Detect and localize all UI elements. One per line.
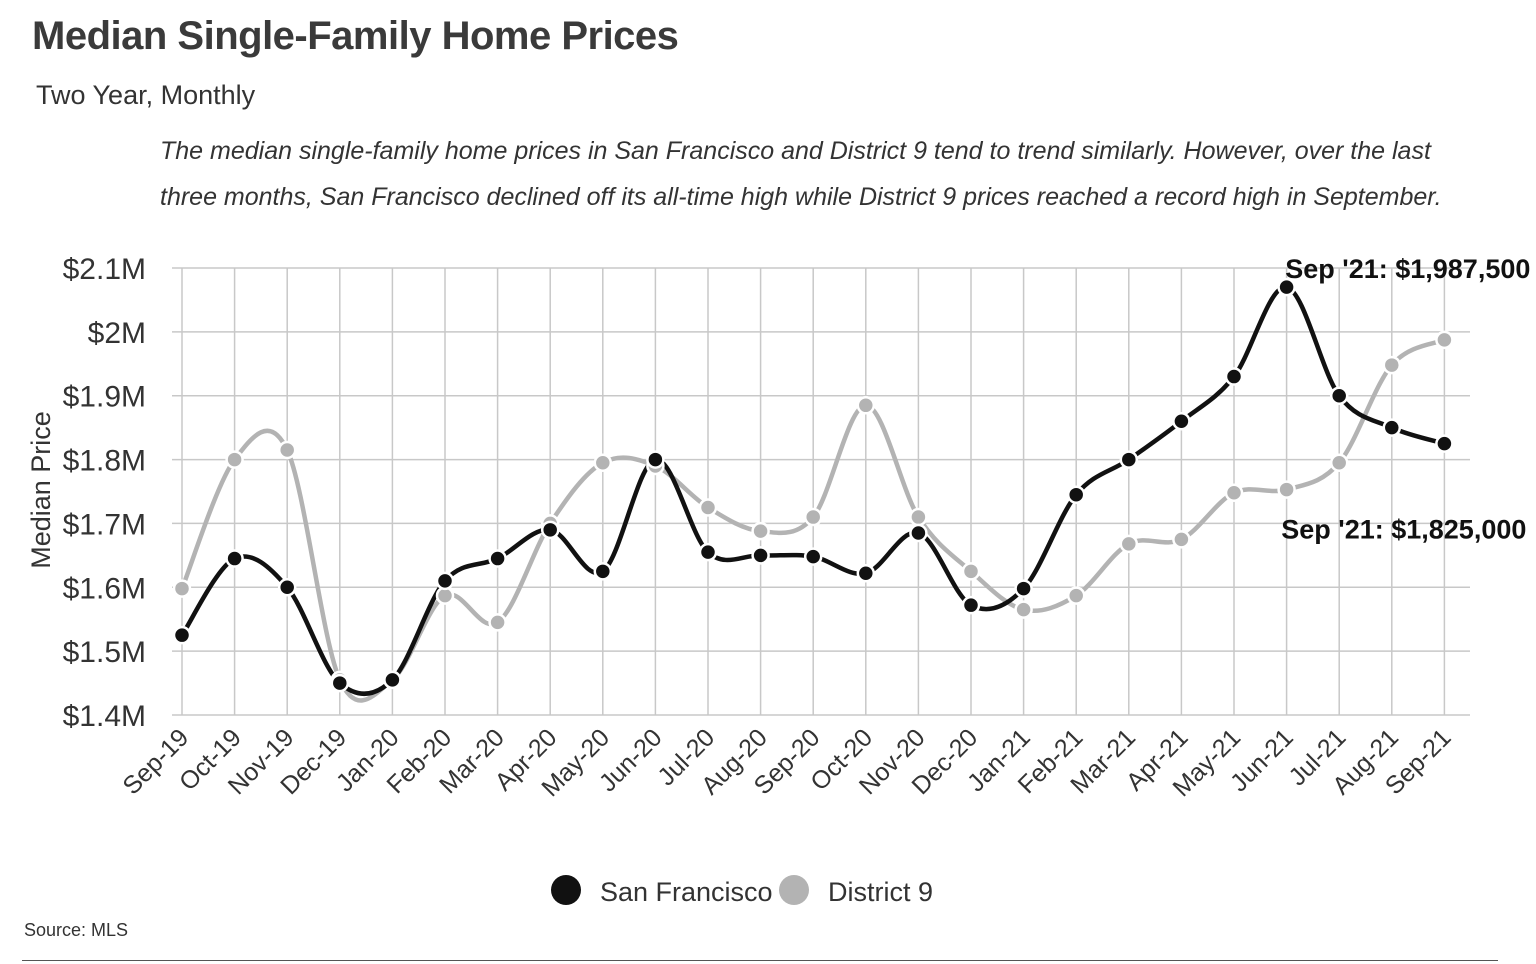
- data-point-district-9: [488, 613, 507, 632]
- data-point-district-9: [1119, 534, 1139, 554]
- x-tick-label: Sep-19: [117, 723, 194, 800]
- data-point-san-francisco: [1119, 450, 1139, 469]
- data-point-district-9: [1277, 480, 1296, 499]
- data-point-san-francisco: [751, 546, 770, 565]
- data-point-san-francisco: [698, 542, 718, 562]
- chart-description: The median single-family home prices in …: [160, 128, 1450, 220]
- y-tick-label: $1.7M: [63, 508, 146, 541]
- data-point-district-9: [1224, 483, 1244, 503]
- data-point-district-9: [856, 396, 876, 415]
- legend-label-san-francisco: San Francisco: [600, 877, 773, 907]
- chart-subtitle: Two Year, Monthly: [36, 80, 256, 110]
- legend-marker-district-9: [779, 875, 809, 905]
- data-point-san-francisco: [435, 571, 455, 591]
- y-tick-label: $1.5M: [63, 636, 146, 669]
- data-point-district-9: [593, 453, 613, 473]
- description-line-2: three months, San Francisco declined off…: [160, 183, 1442, 211]
- data-point-district-9: [803, 507, 823, 527]
- x-axis: Sep-19Oct-19Nov-19Dec-19Jan-20Feb-20Mar-…: [117, 723, 1456, 802]
- data-point-san-francisco: [540, 520, 560, 540]
- data-point-district-9: [225, 450, 244, 469]
- data-point-san-francisco: [277, 578, 297, 597]
- series-points: [172, 277, 1454, 693]
- legend-marker-san-francisco: [551, 875, 581, 905]
- chart-title: Median Single-Family Home Prices: [32, 14, 679, 58]
- data-point-district-9: [277, 440, 297, 460]
- legend-label-district-9: District 9: [828, 877, 933, 907]
- data-point-san-francisco: [1066, 485, 1086, 504]
- data-point-san-francisco: [1277, 277, 1296, 297]
- data-point-district-9: [1014, 600, 1033, 619]
- annotation-san-francisco: Sep '21: $1,825,000: [1281, 515, 1526, 545]
- data-point-district-9: [1382, 355, 1402, 375]
- data-point-san-francisco: [1224, 367, 1244, 386]
- data-point-san-francisco: [383, 670, 402, 690]
- data-point-san-francisco: [1382, 418, 1402, 437]
- y-tick-label: $1.8M: [63, 445, 146, 478]
- legend: San Francisco District 9: [551, 875, 933, 907]
- data-point-district-9: [909, 507, 928, 527]
- data-point-san-francisco: [593, 562, 613, 581]
- source-note: Source: MLS: [24, 920, 129, 940]
- y-tick-label: $2M: [88, 317, 146, 350]
- data-point-san-francisco: [803, 547, 823, 566]
- y-axis: $1.4M $1.5M $1.6M $1.7M $1.8M $1.9M $2M $2.1M: [63, 253, 146, 733]
- data-point-district-9: [1329, 453, 1349, 473]
- data-point-san-francisco: [1172, 412, 1191, 431]
- y-axis-label: Median Price: [26, 411, 56, 569]
- data-point-district-9: [698, 498, 718, 517]
- data-point-san-francisco: [172, 625, 192, 645]
- data-point-district-9: [172, 579, 192, 598]
- data-point-san-francisco: [330, 673, 350, 693]
- data-point-san-francisco: [909, 523, 928, 543]
- data-point-district-9: [961, 562, 981, 581]
- annotation-district-9: Sep '21: $1,987,500: [1285, 254, 1530, 284]
- data-point-san-francisco: [1014, 579, 1033, 598]
- data-point-san-francisco: [961, 595, 981, 615]
- data-point-san-francisco: [488, 549, 507, 568]
- data-point-district-9: [751, 521, 770, 541]
- data-point-san-francisco: [1329, 386, 1349, 405]
- data-point-district-9: [1435, 330, 1454, 350]
- data-point-district-9: [1172, 530, 1191, 549]
- y-tick-label: $2.1M: [63, 253, 146, 286]
- data-point-san-francisco: [1435, 434, 1454, 453]
- y-tick-label: $1.4M: [63, 700, 146, 733]
- y-tick-label: $1.6M: [63, 572, 146, 605]
- data-point-san-francisco: [856, 563, 876, 583]
- y-tick-label: $1.9M: [63, 381, 146, 414]
- data-point-san-francisco: [646, 450, 665, 469]
- bottom-divider: [22, 960, 1498, 961]
- grid: [172, 267, 1470, 716]
- series-line-district-9: [179, 337, 1447, 703]
- description-line-1: The median single-family home prices in …: [160, 137, 1431, 165]
- data-point-san-francisco: [225, 549, 244, 568]
- data-point-district-9: [1066, 586, 1086, 605]
